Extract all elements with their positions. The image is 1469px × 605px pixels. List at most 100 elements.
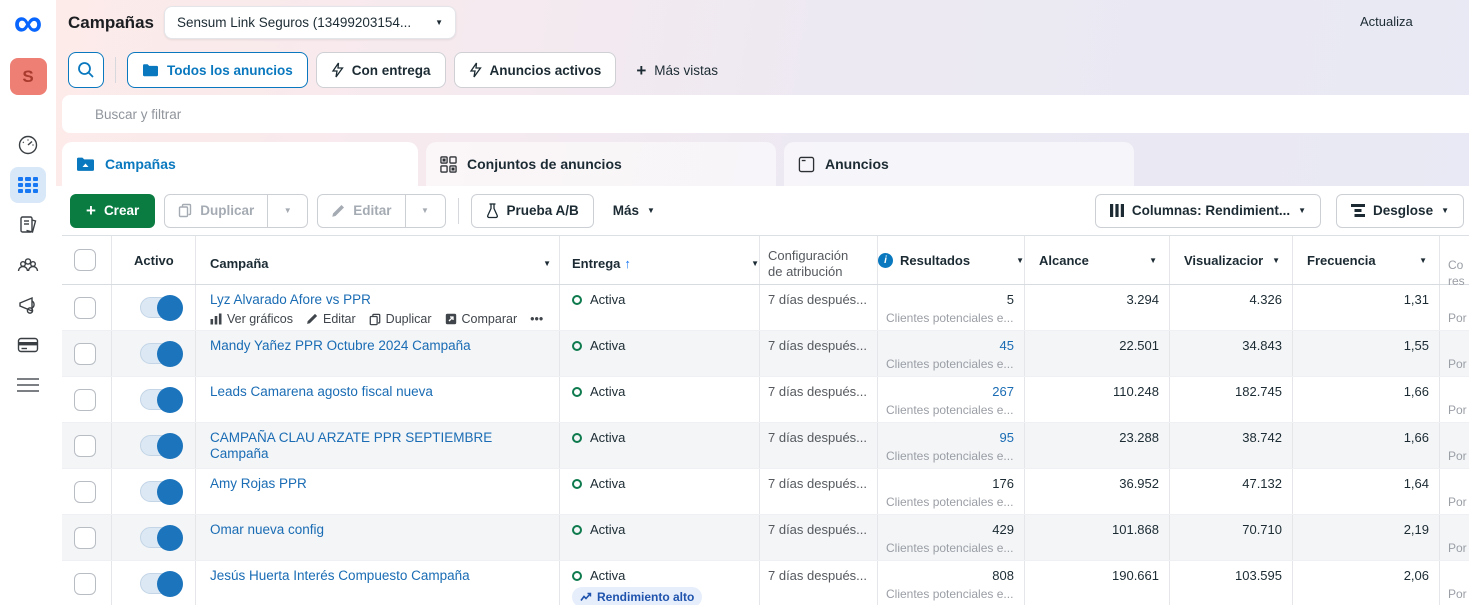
results-value[interactable]: 429 [992, 522, 1014, 537]
column-header-campaign[interactable]: Campaña ▼ [196, 236, 560, 284]
search-filter-input[interactable] [62, 95, 1469, 133]
tab-ads[interactable]: Anuncios [784, 142, 1134, 186]
info-icon[interactable]: i [878, 252, 893, 268]
views-value: 4.326 [1170, 285, 1293, 330]
column-header-active[interactable]: Activo [112, 236, 196, 284]
pages-icon[interactable] [10, 207, 46, 243]
delivery-status: Activa [572, 522, 759, 538]
columns-button[interactable]: Columnas: Rendimient... ▼ [1094, 193, 1322, 228]
delivery-status: Activa [572, 384, 759, 400]
column-header-results[interactable]: i Resultados ▼ [878, 236, 1025, 284]
campaign-name-link[interactable]: Leads Camarena agosto fiscal nueva [210, 384, 433, 399]
frequency-value: 1,66 [1293, 423, 1440, 468]
results-value[interactable]: 267 [992, 384, 1014, 399]
campaigns-table-icon[interactable] [10, 167, 46, 203]
chevron-down-icon: ▼ [1441, 206, 1449, 215]
cost-per-result-label: Por [1448, 311, 1467, 325]
row-action-more[interactable]: ••• [530, 312, 544, 326]
column-header-attribution[interactable]: Configuración de atribución [760, 236, 878, 284]
chevron-down-icon: ▼ [1298, 206, 1307, 215]
overview-gauge-icon[interactable] [10, 127, 46, 163]
campaign-active-toggle[interactable] [140, 295, 183, 321]
campaign-active-toggle[interactable] [140, 571, 183, 597]
edit-button[interactable]: Editar [318, 195, 404, 227]
duplicate-dropdown-button[interactable]: ▼ [267, 194, 307, 227]
results-type-label: Clientes potenciales e... [886, 449, 1014, 463]
billing-card-icon[interactable] [10, 327, 46, 363]
view-tab-all-ads[interactable]: Todos los anuncios [127, 52, 308, 88]
ad-account-selector[interactable]: Sensum Link Seguros (13499203154... ▼ [163, 6, 456, 39]
breakdown-button[interactable]: Desglose ▼ [1336, 193, 1464, 228]
flask-icon [486, 202, 498, 218]
cost-per-result-label: Por [1448, 403, 1467, 417]
divider [115, 57, 116, 83]
attribution-setting: 7 días después... [760, 331, 878, 376]
campaign-active-toggle[interactable] [140, 525, 183, 551]
campaign-active-toggle[interactable] [140, 433, 183, 459]
select-all-checkbox[interactable] [74, 249, 96, 271]
results-type-label: Clientes potenciales e... [886, 403, 1014, 417]
ab-test-button[interactable]: Prueba A/B [470, 193, 594, 228]
view-tab-had-delivery[interactable]: Con entrega [315, 52, 446, 88]
row-checkbox[interactable] [74, 296, 96, 319]
table-header: Activo Campaña ▼ Entrega ↑ ▼ Configuraci… [62, 235, 1469, 288]
column-header-reach[interactable]: Alcance ▼ [1025, 236, 1170, 284]
tab-campaigns[interactable]: Campañas [62, 142, 418, 186]
campaign-name-link[interactable]: Omar nueva config [210, 522, 325, 537]
row-checkbox[interactable] [74, 342, 96, 365]
duplicate-button[interactable]: Duplicar [165, 195, 267, 227]
row-checkbox[interactable] [74, 388, 96, 411]
column-header-cost-per-result[interactable]: Co res [1448, 258, 1465, 288]
results-value[interactable]: 176 [992, 476, 1014, 491]
column-header-frequency[interactable]: Frecuencia ▼ [1293, 236, 1440, 284]
account-avatar[interactable]: S [9, 58, 47, 95]
views-value: 182.745 [1170, 377, 1293, 422]
delivery-status: Activa [572, 476, 759, 492]
audiences-icon[interactable] [10, 247, 46, 283]
campaign-name-link[interactable]: Amy Rojas PPR [210, 476, 307, 491]
reach-value: 190.661 [1025, 561, 1170, 605]
results-value[interactable]: 808 [992, 568, 1014, 583]
top-bar: Campañas Sensum Link Seguros (1349920315… [56, 0, 1469, 45]
row-action-compare[interactable]: Comparar [445, 312, 517, 326]
search-button[interactable] [68, 52, 104, 88]
view-tab-active-ads[interactable]: Anuncios activos [453, 52, 617, 88]
create-button[interactable]: + Crear [70, 193, 156, 228]
campaign-name-link[interactable]: Mandy Yañez PPR Octubre 2024 Campaña [210, 338, 471, 353]
results-value[interactable]: 5 [1006, 292, 1014, 307]
row-checkbox[interactable] [74, 526, 96, 549]
results-value[interactable]: 95 [999, 430, 1014, 445]
table-body: Lyz Alvarado Afore vs PPR Ver gráficos Ed… [56, 285, 1469, 605]
row-checkbox[interactable] [74, 480, 96, 503]
more-views-button[interactable]: + Más vistas [636, 60, 719, 80]
cost-per-result-label: Por [1448, 357, 1467, 371]
divider [457, 197, 459, 224]
more-button[interactable]: Más ▼ [612, 203, 655, 218]
campaign-name-link[interactable]: Lyz Alvarado Afore vs PPR [210, 292, 371, 307]
cost-per-result-label: Por [1448, 541, 1467, 555]
column-header-delivery[interactable]: Entrega ↑ ▼ [560, 236, 760, 284]
cost-per-result-label: Por [1448, 495, 1467, 509]
chevron-down-icon: ▼ [1419, 255, 1427, 265]
campaign-active-toggle[interactable] [140, 387, 183, 413]
row-checkbox[interactable] [74, 434, 96, 457]
row-action-pencil[interactable]: Editar [306, 312, 356, 326]
attribution-setting: 7 días después... [760, 469, 878, 514]
row-action-copy[interactable]: Duplicar [369, 312, 432, 326]
column-header-views[interactable]: Visualizacior ▼ [1170, 236, 1293, 284]
delivery-status: Activa [572, 292, 759, 308]
row-action-chart[interactable]: Ver gráficos [210, 312, 293, 326]
campaign-active-toggle[interactable] [140, 479, 183, 505]
tab-ad-sets[interactable]: Conjuntos de anuncios [426, 142, 776, 186]
chevron-down-icon: ▼ [435, 18, 443, 27]
refresh-status-text[interactable]: Actualiza [1360, 14, 1413, 29]
all-tools-menu-icon[interactable] [10, 367, 46, 403]
results-value[interactable]: 45 [999, 338, 1014, 353]
campaign-active-toggle[interactable] [140, 341, 183, 367]
row-checkbox[interactable] [74, 572, 96, 595]
campaign-name-link[interactable]: CAMPAÑA CLAU ARZATE PPR SEPTIEMBRE Campa… [210, 430, 493, 461]
edit-dropdown-button[interactable]: ▼ [404, 194, 445, 227]
campaign-name-link[interactable]: Jesús Huerta Interés Compuesto Campaña [210, 568, 470, 583]
ads-megaphone-icon[interactable] [10, 287, 46, 323]
meta-logo-icon[interactable]: ∞ [13, 1, 43, 45]
